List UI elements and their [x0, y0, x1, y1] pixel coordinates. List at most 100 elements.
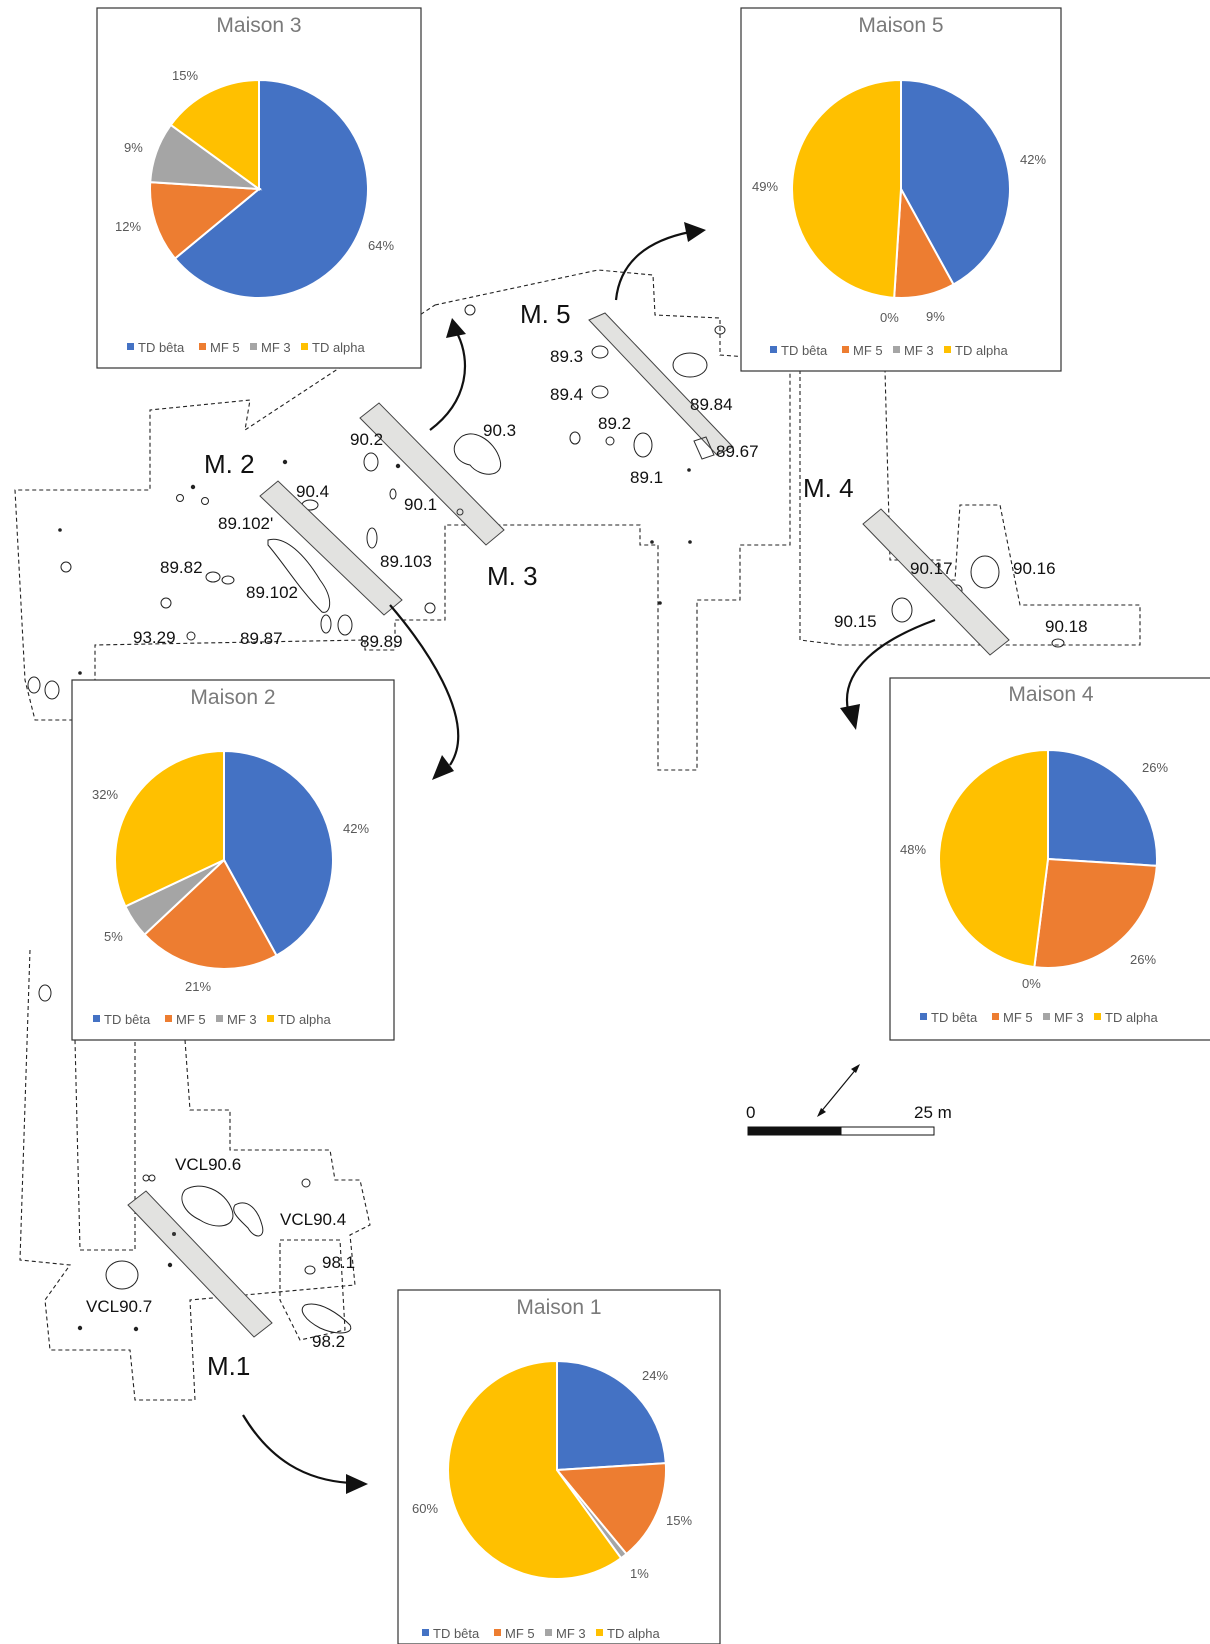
legend-swatch [301, 343, 308, 350]
legend-entry: TD bêta [104, 1012, 151, 1027]
pie-label: 15% [666, 1513, 692, 1528]
feature-label: 90.18 [1045, 617, 1088, 636]
pie-slices [938, 748, 1158, 969]
legend-entry: MF 5 [853, 343, 883, 358]
legend-swatch [199, 343, 206, 350]
feature-label: 90.1 [404, 495, 437, 514]
label-m1: M.1 [207, 1351, 250, 1381]
legend-entry: MF 5 [210, 340, 240, 355]
pie-label: 0% [880, 310, 899, 325]
pie-slice-td-alpha [114, 749, 225, 908]
label-m4: M. 4 [803, 473, 854, 503]
feature-label: 93.29 [133, 628, 176, 647]
pie-legend: TD bêta MF 5 MF 3 TD alpha [422, 1626, 661, 1641]
legend-swatch [267, 1015, 274, 1022]
pie-slice-td-b-ta [173, 78, 369, 299]
pie-title: Maison 4 [1008, 683, 1094, 706]
legend-entry: TD alpha [312, 340, 366, 355]
legend-entry: TD bêta [138, 340, 185, 355]
pie-label: 60% [412, 1501, 438, 1516]
arrow-m3 [429, 334, 467, 431]
pie-label: 42% [1020, 152, 1046, 167]
feature-label: 89.103 [380, 552, 432, 571]
legend-swatch [992, 1013, 999, 1020]
pie-slice-mf-5 [143, 858, 278, 970]
legend-swatch [216, 1015, 223, 1022]
scale-zero: 0 [746, 1103, 755, 1122]
legend-entry: MF 5 [176, 1012, 206, 1027]
legend-entry: TD alpha [1105, 1010, 1159, 1025]
legend-swatch [494, 1629, 501, 1636]
feature-label: 89.89 [360, 632, 403, 651]
pie-legend: TD bêta MF 5 MF 3 TD alpha [127, 340, 366, 355]
legend-swatch [596, 1629, 603, 1636]
pie-label: 12% [115, 219, 141, 234]
feature-label: 89.1 [630, 468, 663, 487]
arrow-m5 [614, 230, 691, 301]
pie-slice-td-b-ta [556, 1359, 667, 1472]
pie-label: 9% [124, 140, 143, 155]
pie-label: 26% [1130, 952, 1156, 967]
feature-label: 90.2 [350, 430, 383, 449]
pie-label: 21% [185, 979, 211, 994]
pie-slices [791, 78, 1011, 299]
scale-end: 25 m [914, 1103, 952, 1122]
pie-label: 0% [1022, 976, 1041, 991]
pie-title: Maison 3 [216, 14, 301, 37]
sampling-trenches [127, 312, 1010, 1338]
legend-swatch [1043, 1013, 1050, 1020]
legend-entry: TD alpha [278, 1012, 332, 1027]
trench-m2 [259, 480, 403, 616]
legend-swatch [165, 1015, 172, 1022]
legend-swatch [1094, 1013, 1101, 1020]
legend-swatch [842, 346, 849, 353]
pie-slice-mf-5 [1033, 857, 1158, 969]
feature-label: 89.3 [550, 347, 583, 366]
arrow-m2 [389, 604, 460, 766]
legend-swatch [422, 1629, 429, 1636]
legend-swatch [127, 343, 134, 350]
pie-slice-td-alpha [169, 78, 260, 191]
legend-swatch [770, 346, 777, 353]
feature-label: 89.82 [160, 558, 203, 577]
legend-entry: MF 3 [556, 1626, 586, 1641]
legend-swatch [545, 1629, 552, 1636]
pie-maison-5: Maison 5 42% 9% 0% 49% TD bêta MF 5 MF 3 TD… [740, 7, 1062, 372]
pie-label: 42% [343, 821, 369, 836]
legend-swatch [920, 1013, 927, 1020]
label-m5: M. 5 [520, 299, 571, 329]
feature-label: 90.16 [1013, 559, 1056, 578]
feature-label: VCL90.4 [280, 1210, 346, 1229]
legend-entry: TD bêta [781, 343, 828, 358]
legend-entry: TD alpha [955, 343, 1009, 358]
pie-label: 15% [172, 68, 198, 83]
pie-slice-td-b-ta [1047, 748, 1158, 867]
pie-title: Maison 1 [516, 1296, 601, 1319]
legend-entry: TD bêta [433, 1626, 480, 1641]
pie-slice-td-alpha [791, 78, 902, 299]
legend-swatch [944, 346, 951, 353]
pie-title: Maison 5 [858, 14, 943, 37]
feature-label: 98.1 [322, 1253, 355, 1272]
legend-entry: MF 3 [227, 1012, 257, 1027]
north-arrow-icon [817, 1064, 860, 1117]
pie-label: 26% [1142, 760, 1168, 775]
pie-legend: TD bêta MF 5 MF 3 TD alpha [93, 1012, 332, 1027]
legend-entry: TD bêta [931, 1010, 978, 1025]
pie-label: 32% [92, 787, 118, 802]
feature-label: 90.3 [483, 421, 516, 440]
legend-entry: MF 3 [1054, 1010, 1084, 1025]
pie-slices [149, 78, 369, 299]
pie-label: 5% [104, 929, 123, 944]
pie-label: 64% [368, 238, 394, 253]
link-arrows [242, 222, 936, 1494]
pie-slice-td-alpha [446, 1359, 623, 1580]
pie-title: Maison 2 [190, 686, 275, 709]
feature-label: 89.102 [246, 583, 298, 602]
pie-label: 48% [900, 842, 926, 857]
